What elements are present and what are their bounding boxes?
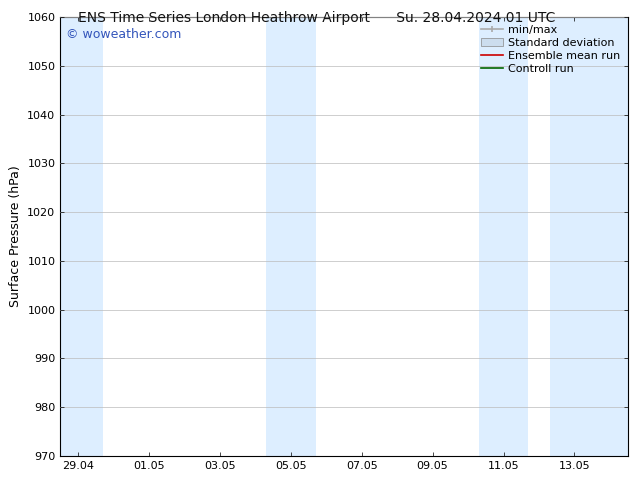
Y-axis label: Surface Pressure (hPa): Surface Pressure (hPa) [9,166,22,307]
Bar [479,17,528,456]
Legend: min/max, Standard deviation, Ensemble mean run, Controll run: min/max, Standard deviation, Ensemble me… [479,23,622,76]
Bar [550,17,628,456]
Bar [266,17,316,456]
Bar [60,17,103,456]
Text: © woweather.com: © woweather.com [66,28,181,41]
Text: ENS Time Series London Heathrow Airport      Su. 28.04.2024 01 UTC: ENS Time Series London Heathrow Airport … [79,11,555,25]
